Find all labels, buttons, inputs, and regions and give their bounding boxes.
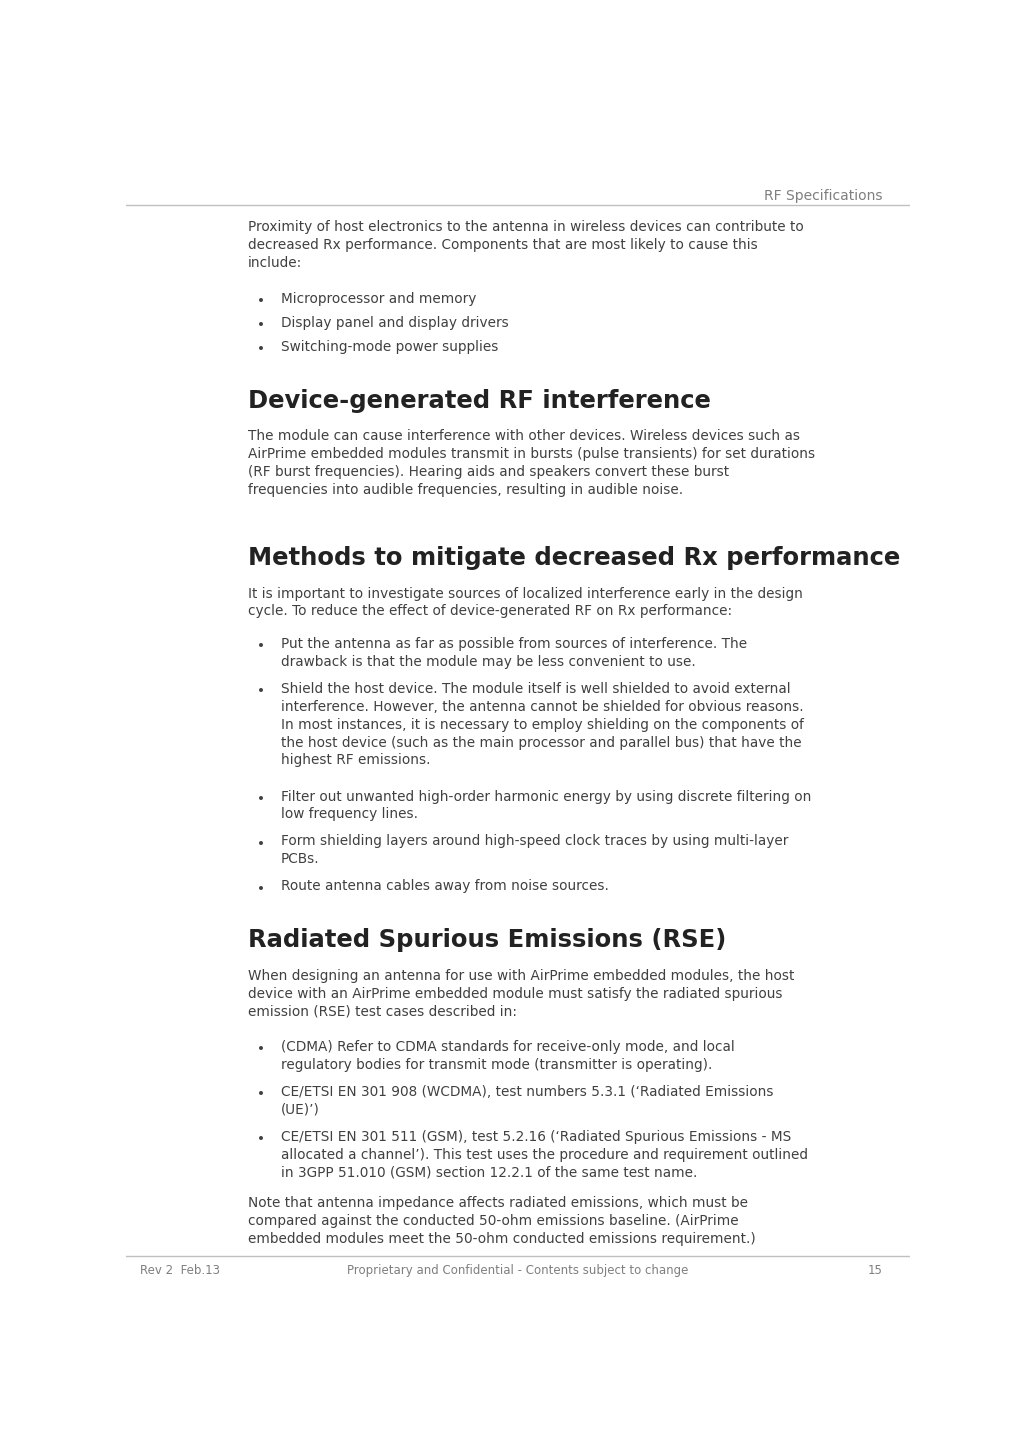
Text: (CDMA) Refer to CDMA standards for receive-only mode, and local
regulatory bodie: (CDMA) Refer to CDMA standards for recei…: [281, 1040, 734, 1071]
Text: Radiated Spurious Emissions (RSE): Radiated Spurious Emissions (RSE): [248, 928, 726, 951]
Text: Proximity of host electronics to the antenna in wireless devices can contribute : Proximity of host electronics to the ant…: [248, 220, 804, 270]
Text: Form shielding layers around high-speed clock traces by using multi-layer
PCBs.: Form shielding layers around high-speed …: [281, 834, 789, 866]
Text: •: •: [257, 792, 265, 805]
Text: CE/ETSI EN 301 908 (WCDMA), test numbers 5.3.1 (‘Radiated Emissions
(UE)’): CE/ETSI EN 301 908 (WCDMA), test numbers…: [281, 1084, 773, 1116]
Text: It is important to investigate sources of localized interference early in the de: It is important to investigate sources o…: [248, 587, 803, 619]
Text: •: •: [257, 1043, 265, 1057]
Text: Methods to mitigate decreased Rx performance: Methods to mitigate decreased Rx perform…: [248, 547, 900, 570]
Text: Device-generated RF interference: Device-generated RF interference: [248, 389, 711, 412]
Text: Shield the host device. The module itself is well shielded to avoid external
int: Shield the host device. The module itsel…: [281, 683, 804, 768]
Text: •: •: [257, 837, 265, 850]
Text: •: •: [257, 882, 265, 895]
Text: Filter out unwanted high-order harmonic energy by using discrete filtering on
lo: Filter out unwanted high-order harmonic …: [281, 790, 811, 821]
Text: •: •: [257, 1087, 265, 1102]
Text: Switching-mode power supplies: Switching-mode power supplies: [281, 340, 498, 354]
Text: •: •: [257, 318, 265, 333]
Text: •: •: [257, 1132, 265, 1147]
Text: Note that antenna impedance affects radiated emissions, which must be
compared a: Note that antenna impedance affects radi…: [248, 1196, 755, 1245]
Text: The module can cause interference with other devices. Wireless devices such as
A: The module can cause interference with o…: [248, 429, 815, 497]
Text: Route antenna cables away from noise sources.: Route antenna cables away from noise sou…: [281, 879, 609, 894]
Text: Microprocessor and memory: Microprocessor and memory: [281, 292, 476, 305]
Text: •: •: [257, 684, 265, 698]
Text: Put the antenna as far as possible from sources of interference. The
drawback is: Put the antenna as far as possible from …: [281, 638, 747, 669]
Text: •: •: [257, 343, 265, 356]
Text: RF Specifications: RF Specifications: [764, 188, 883, 202]
Text: 15: 15: [867, 1264, 883, 1277]
Text: •: •: [257, 294, 265, 308]
Text: When designing an antenna for use with AirPrime embedded modules, the host
devic: When designing an antenna for use with A…: [248, 969, 795, 1018]
Text: CE/ETSI EN 301 511 (GSM), test 5.2.16 (‘Radiated Spurious Emissions - MS
allocat: CE/ETSI EN 301 511 (GSM), test 5.2.16 (‘…: [281, 1131, 808, 1180]
Text: Proprietary and Confidential - Contents subject to change: Proprietary and Confidential - Contents …: [348, 1264, 688, 1277]
Text: Display panel and display drivers: Display panel and display drivers: [281, 315, 509, 330]
Text: •: •: [257, 639, 265, 654]
Text: Rev 2  Feb.13: Rev 2 Feb.13: [141, 1264, 220, 1277]
